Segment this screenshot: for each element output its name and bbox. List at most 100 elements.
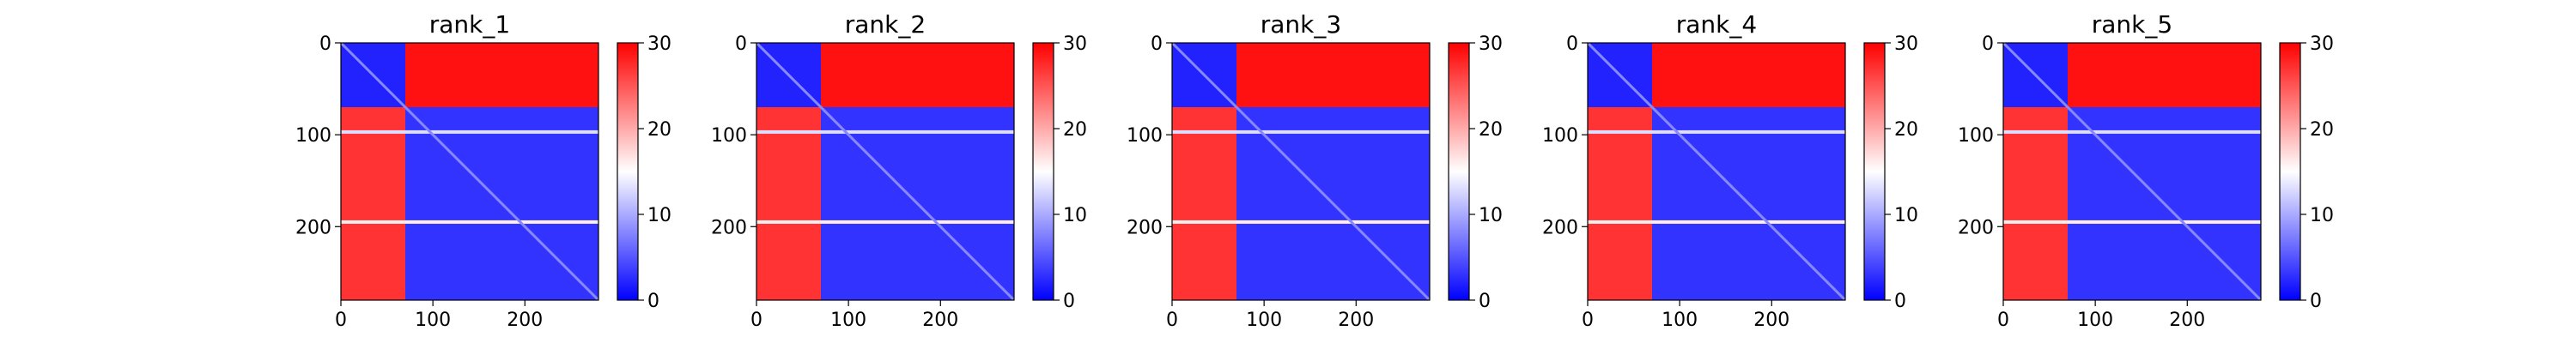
colorbar-tick-label: 0 (1479, 291, 1491, 312)
colorbar-tick-label: 0 (2310, 291, 2322, 312)
heatmap-block-3 (1172, 107, 1236, 300)
panel-1: rank_1 0 100 200 0 100 200 0 10 20 30 (295, 10, 671, 331)
x-tick-label: 0 (750, 310, 762, 331)
panel-5: rank_5 0 100 200 0 100 200 0 10 20 30 (1958, 10, 2334, 331)
axes-frame (1171, 42, 1431, 301)
heatmap-diagonal (1172, 43, 1430, 300)
colorbar-tick-label: 10 (647, 205, 671, 226)
colorbar-tick-label: 20 (1063, 119, 1087, 141)
chart-title: rank_3 (1261, 10, 1341, 39)
colorbar-tick-label: 10 (2310, 205, 2334, 226)
y-tick-label: 100 (1958, 125, 1994, 147)
heatmap-block-2 (821, 43, 1014, 107)
chart-title: rank_2 (845, 10, 926, 39)
heatmap-diagonal (2003, 43, 2261, 300)
heatmap-band-2 (2003, 220, 2261, 224)
heatmap-block-2 (1236, 43, 1430, 107)
y-tick-label: 0 (319, 33, 331, 55)
y-tick-label: 200 (1542, 217, 1578, 238)
heatmap-block-2 (405, 43, 598, 107)
axes-frame (340, 42, 599, 301)
colorbar-tick-label: 10 (1479, 205, 1503, 226)
heatmap-area (1172, 43, 1430, 300)
colorbar (1863, 42, 1886, 301)
colorbar (1032, 42, 1054, 301)
colorbar-tick-label: 0 (1894, 291, 1906, 312)
x-tick-label: 100 (830, 310, 866, 331)
y-tick-label: 0 (1982, 33, 1994, 55)
colorbar (1448, 42, 1470, 301)
x-tick-label: 0 (1166, 310, 1178, 331)
colorbar-tick-label: 20 (647, 119, 671, 141)
y-tick-label: 0 (735, 33, 747, 55)
heatmap-band-2 (341, 220, 598, 224)
y-tick-label: 100 (711, 125, 747, 147)
heatmap-diagonal (341, 43, 598, 300)
heatmap-block-3 (1588, 107, 1652, 300)
colorbar-tick-label: 30 (647, 33, 671, 55)
x-tick-label: 0 (1582, 310, 1594, 331)
heatmap-area (2003, 43, 2261, 300)
chart-title: rank_5 (2092, 10, 2172, 39)
x-tick-label: 100 (1246, 310, 1282, 331)
colorbar-tick-label: 10 (1894, 205, 1918, 226)
colorbar (617, 42, 639, 301)
y-tick-label: 100 (295, 125, 331, 147)
y-tick-label: 100 (1542, 125, 1578, 147)
x-tick-label: 200 (1338, 310, 1374, 331)
heatmap-block-3 (2003, 107, 2068, 300)
heatmap-band-1 (2003, 129, 2261, 134)
heatmap-block-2 (2068, 43, 2261, 107)
colorbar (2279, 42, 2301, 301)
panel-4: rank_4 0 100 200 0 100 200 0 10 20 30 (1542, 10, 1918, 331)
x-tick-label: 100 (2077, 310, 2113, 331)
colorbar-tick-label: 30 (2310, 33, 2334, 55)
colorbar-tick-label: 20 (1894, 119, 1918, 141)
x-tick-label: 0 (1997, 310, 2009, 331)
colorbar-tick-label: 0 (647, 291, 659, 312)
heatmap-band-2 (756, 220, 1014, 224)
panel-3: rank_3 0 100 200 0 100 200 0 10 20 30 (1127, 10, 1503, 331)
x-tick-label: 200 (922, 310, 958, 331)
panel-2: rank_2 0 100 200 0 100 200 0 10 20 30 (711, 10, 1087, 331)
heatmap-area (341, 43, 598, 300)
y-tick-label: 200 (295, 217, 331, 238)
axes-frame (1587, 42, 1846, 301)
y-tick-label: 0 (1566, 33, 1578, 55)
y-tick-label: 200 (1127, 217, 1163, 238)
heatmap-block-3 (341, 107, 405, 300)
heatmap-band-1 (1172, 129, 1430, 134)
x-tick-label: 200 (507, 310, 543, 331)
axes-frame (756, 42, 1015, 301)
heatmap-block-3 (756, 107, 821, 300)
y-tick-label: 0 (1151, 33, 1163, 55)
y-tick-label: 200 (711, 217, 747, 238)
x-tick-label: 200 (1753, 310, 1789, 331)
heatmap-band-1 (341, 129, 598, 134)
colorbar-tick-label: 0 (1063, 291, 1075, 312)
heatmap-diagonal (756, 43, 1014, 300)
heatmap-band-1 (756, 129, 1014, 134)
colorbar-tick-label: 30 (1894, 33, 1918, 55)
y-tick-label: 100 (1127, 125, 1163, 147)
heatmap-band-2 (1588, 220, 1845, 224)
chart-title: rank_1 (429, 10, 510, 39)
colorbar-tick-label: 30 (1063, 33, 1087, 55)
colorbar-tick-label: 10 (1063, 205, 1087, 226)
heatmap-block-2 (1652, 43, 1845, 107)
x-tick-label: 0 (335, 310, 347, 331)
colorbar-tick-label: 20 (1479, 119, 1503, 141)
x-tick-label: 200 (2169, 310, 2205, 331)
heatmap-diagonal (1588, 43, 1845, 300)
y-tick-label: 200 (1958, 217, 1994, 238)
heatmap-area (756, 43, 1014, 300)
colorbar-tick-label: 30 (1479, 33, 1503, 55)
x-tick-label: 100 (1662, 310, 1698, 331)
heatmap-area (1588, 43, 1845, 300)
heatmap-band-2 (1172, 220, 1430, 224)
axes-frame (2002, 42, 2262, 301)
chart-title: rank_4 (1676, 10, 1757, 39)
colorbar-tick-label: 20 (2310, 119, 2334, 141)
